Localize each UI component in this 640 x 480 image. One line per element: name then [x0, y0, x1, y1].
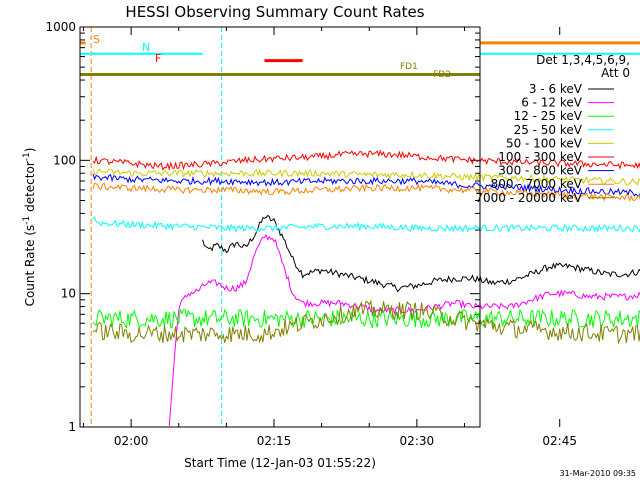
legend-entry-label: 12 - 25 keV: [514, 109, 583, 123]
legend-entry-label: 7000 - 20000 keV: [475, 191, 582, 205]
legend-entry-label: 6 - 12 keV: [521, 96, 583, 110]
flag-label: S: [93, 33, 100, 46]
flag-label: FD2: [433, 70, 451, 80]
series-line-0: [202, 214, 640, 293]
x-tick-label: 02:00: [114, 434, 149, 448]
x-tick-label: 02:45: [542, 434, 577, 448]
series-line-7: [92, 182, 640, 203]
legend-entry-label: 50 - 100 keV: [506, 136, 583, 150]
series-line-1: [168, 233, 640, 427]
plot-frame: [79, 26, 481, 428]
flag-label: FD1: [400, 62, 418, 72]
y-tick-label: 1000: [45, 20, 76, 34]
series-layer: [92, 149, 640, 427]
x-tick-label: 02:15: [257, 434, 292, 448]
y-tick-label: 100: [53, 153, 76, 167]
y-axis-label: Count Rate (s-1 detector-1): [22, 148, 37, 307]
series-line-4: [92, 168, 640, 187]
x-axis-label: Start Time (12-Jan-03 01:55:22): [184, 456, 376, 470]
series-line-6: [92, 173, 640, 197]
series-line-8: [92, 299, 640, 345]
legend-entry-label: 25 - 50 keV: [514, 123, 583, 137]
y-tick-label: 1: [68, 420, 76, 434]
chart-title: HESSI Observing Summary Count Rates: [125, 3, 424, 21]
timestamp: 31-Mar-2010 09:35: [560, 469, 637, 478]
legend-entry-label: 300 - 800 keV: [498, 164, 582, 178]
flag-labels: S NF FD1 FD2: [93, 33, 451, 80]
legend-entry-label: 800 - 7000 keV: [491, 177, 583, 191]
axis-ticks: [80, 26, 561, 428]
series-line-2: [92, 308, 640, 329]
legend-header-1: Det 1,3,4,5,6,9,: [536, 53, 630, 67]
legend-entry-label: 3 - 6 keV: [529, 82, 583, 96]
x-tick-label: 02:30: [400, 434, 435, 448]
series-line-3: [92, 216, 640, 234]
annotation-lines: [80, 27, 640, 427]
series-line-5: [92, 149, 640, 172]
y-tick-labels: 1 10 100 1000: [45, 20, 76, 434]
flag-label: F: [155, 52, 161, 65]
legend-header-2: Att 0: [601, 66, 630, 80]
flag-label: N: [142, 41, 150, 54]
legend-entry-label: 100 - 300 keV: [498, 150, 582, 164]
y-tick-label: 10: [61, 287, 76, 301]
